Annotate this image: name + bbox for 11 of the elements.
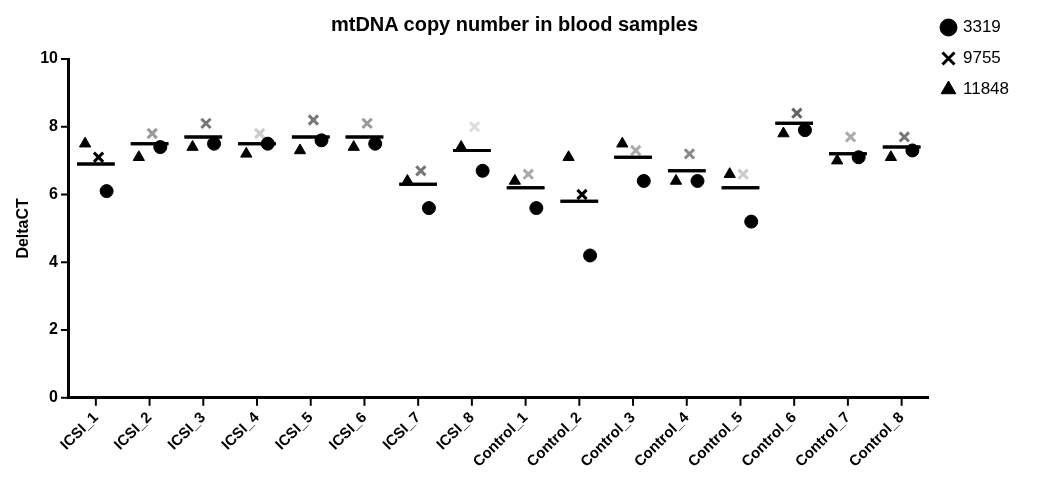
chart-title: mtDNA copy number in blood samples — [330, 12, 699, 35]
y-axis-title: DeltaCT — [14, 197, 32, 259]
y-tick-label: 4 — [49, 252, 59, 270]
y-tick-label: 8 — [49, 117, 59, 135]
y-tick-label: 6 — [49, 184, 59, 202]
y-tick-label: 0 — [49, 388, 59, 406]
legend-label: 9755 — [962, 48, 1001, 68]
legend-label: 3319 — [962, 17, 1001, 37]
y-tick-label: 10 — [40, 49, 59, 67]
y-tick-label: 2 — [49, 320, 59, 338]
legend-label: 11848 — [962, 79, 1009, 99]
